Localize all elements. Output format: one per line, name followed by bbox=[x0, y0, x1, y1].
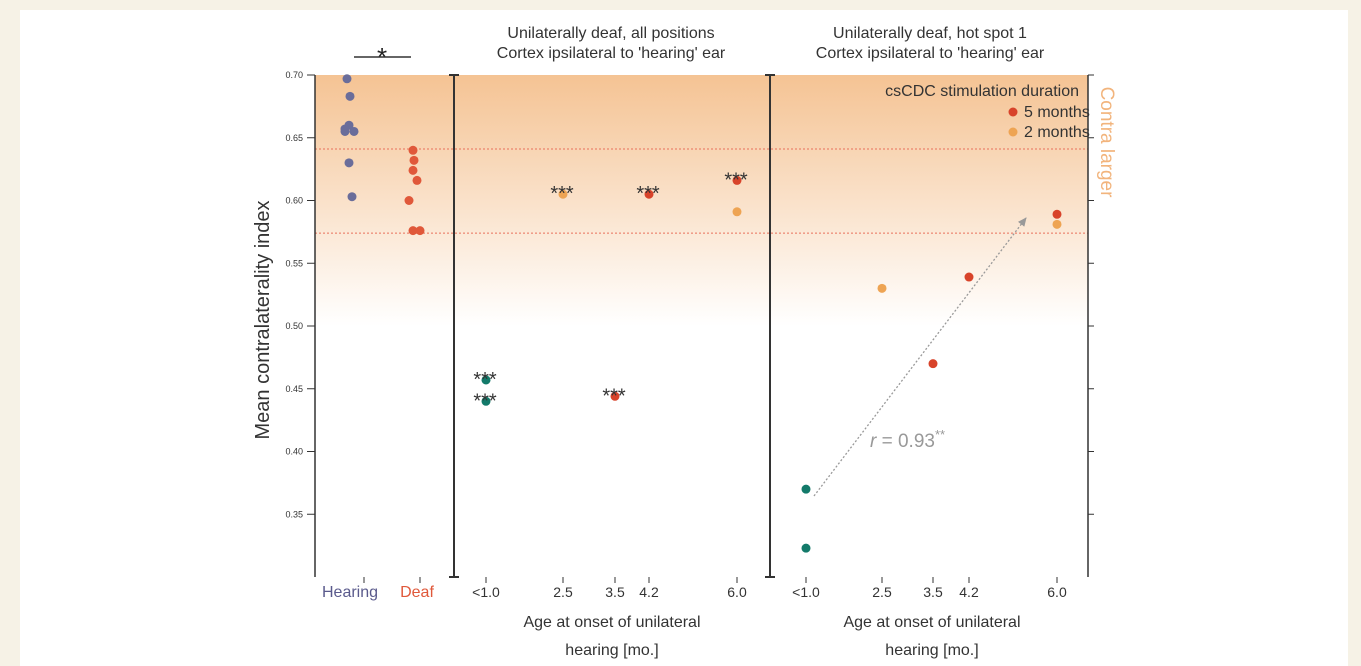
panel3-point bbox=[928, 359, 938, 369]
contra-larger-band bbox=[315, 75, 1088, 326]
panel3-point bbox=[801, 484, 811, 494]
deaf-point bbox=[408, 226, 418, 236]
y-tick-label: 0.60 bbox=[285, 196, 303, 206]
panel3-point bbox=[964, 272, 974, 282]
hearing-point bbox=[342, 74, 352, 84]
panel3-x-axis-label-line1: Age at onset of unilateral bbox=[843, 614, 1020, 631]
panel2-x-tick-label: 4.2 bbox=[639, 584, 659, 600]
panel2-point bbox=[558, 189, 568, 199]
panel3-point bbox=[801, 543, 811, 553]
panel2-significance-label: *** bbox=[550, 183, 574, 205]
panel3-points bbox=[801, 209, 1062, 553]
panel2-x-tick-label: 2.5 bbox=[553, 584, 573, 600]
panel2-x-ticks: <1.0 2.5 3.5 4.2 6.0 bbox=[472, 584, 747, 600]
panel2-point bbox=[610, 391, 620, 401]
panel3-x-tick-label: 2.5 bbox=[872, 584, 892, 600]
legend-label-5-months: 5 months bbox=[1024, 104, 1090, 121]
deaf-point bbox=[408, 165, 418, 175]
panel3-x-tick-label: 4.2 bbox=[959, 584, 979, 600]
panel2-x-tick-label: 3.5 bbox=[605, 584, 625, 600]
deaf-point bbox=[404, 196, 414, 205]
panel2-significance-label: *** bbox=[473, 390, 497, 412]
panel2-title: Unilaterally deaf, all positions bbox=[507, 25, 714, 42]
panel2-point bbox=[481, 396, 491, 406]
panel2-x-tick-label: <1.0 bbox=[472, 584, 500, 600]
panel3-subtitle: Cortex ipsilateral to 'hearing' ear bbox=[816, 45, 1045, 62]
x-tick-deaf: Deaf bbox=[400, 584, 434, 601]
panel3-x-tick-label: <1.0 bbox=[792, 584, 820, 600]
legend-marker-5-months bbox=[1008, 107, 1018, 117]
panel2-significance-label: *** bbox=[636, 183, 660, 205]
legend-title: csCDC stimulation duration bbox=[885, 83, 1079, 100]
y-tick-label: 0.35 bbox=[285, 509, 303, 519]
deaf-point bbox=[412, 175, 422, 185]
panel2-point bbox=[644, 189, 654, 199]
hearing-point bbox=[349, 126, 359, 136]
panel1-points bbox=[340, 74, 425, 236]
panel3-point bbox=[1052, 219, 1062, 229]
correlation-label: r = 0.93** bbox=[870, 427, 945, 452]
panel3-x-axis-label-line2: hearing [mo.] bbox=[885, 642, 978, 659]
panel3-title: Unilaterally deaf, hot spot 1 bbox=[833, 25, 1027, 42]
y-axis-ticks: 0.70 0.65 0.60 0.55 0.50 0.45 0.40 0.35 bbox=[285, 70, 1094, 519]
y-tick-label: 0.70 bbox=[285, 70, 303, 80]
hearing-point bbox=[347, 192, 357, 202]
y-tick-label: 0.50 bbox=[285, 321, 303, 331]
legend-label-2-months: 2 months bbox=[1024, 124, 1090, 141]
deaf-point bbox=[415, 226, 425, 236]
reference-lines bbox=[315, 148, 1088, 234]
panel2-point bbox=[481, 375, 491, 385]
legend-marker-2-months bbox=[1008, 127, 1018, 137]
hearing-point bbox=[345, 91, 355, 101]
panel2-x-tick-label: 6.0 bbox=[727, 584, 747, 600]
panel2-point bbox=[732, 207, 742, 217]
panel2-subtitle: Cortex ipsilateral to 'hearing' ear bbox=[497, 45, 726, 62]
hearing-point bbox=[340, 126, 350, 136]
panel3-x-tick-label: 3.5 bbox=[923, 584, 943, 600]
panel3-x-ticks: <1.0 2.5 3.5 4.2 6.0 bbox=[792, 584, 1067, 600]
y-tick-label: 0.45 bbox=[285, 384, 303, 394]
x-tick-hearing: Hearing bbox=[322, 584, 378, 601]
panel2-significance-label: *** bbox=[724, 169, 748, 191]
deaf-point bbox=[409, 155, 419, 165]
panel2-x-axis-label-line1: Age at onset of unilateral bbox=[523, 614, 700, 631]
panel2-significance-label: *** bbox=[602, 385, 626, 407]
panel2-significance-label: *** bbox=[473, 369, 497, 391]
panel3-point bbox=[1052, 209, 1062, 219]
y-tick-label: 0.55 bbox=[285, 258, 303, 268]
panel2-point bbox=[732, 175, 742, 185]
deaf-point bbox=[408, 145, 418, 155]
y-tick-label: 0.65 bbox=[285, 133, 303, 143]
panel2-x-axis-label-line2: hearing [mo.] bbox=[565, 642, 658, 659]
contra-larger-label: Contra larger bbox=[1096, 87, 1117, 199]
y-axis-label: Mean contralaterality index bbox=[252, 200, 274, 439]
panel3-point bbox=[877, 283, 887, 293]
panel3-x-tick-label: 6.0 bbox=[1047, 584, 1067, 600]
y-tick-label: 0.40 bbox=[285, 447, 303, 457]
panel2-points: ****************** bbox=[473, 169, 748, 412]
hearing-point bbox=[344, 158, 354, 168]
